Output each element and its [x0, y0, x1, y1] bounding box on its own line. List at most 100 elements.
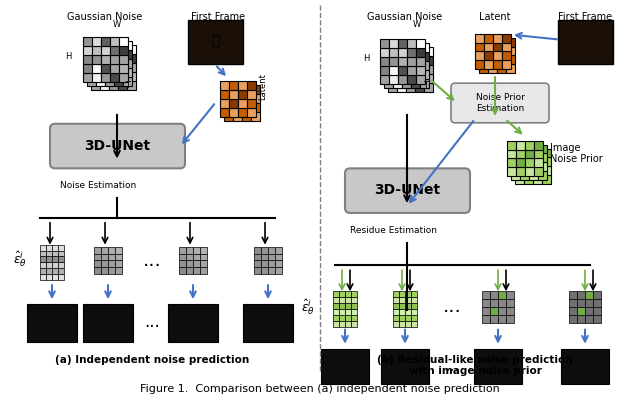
Bar [506, 291, 514, 299]
Bar [498, 291, 506, 299]
Bar [95, 50, 104, 59]
FancyBboxPatch shape [561, 348, 609, 384]
Bar [392, 52, 401, 61]
Bar [399, 297, 405, 303]
Bar [46, 263, 52, 268]
Bar [94, 261, 101, 267]
Bar [220, 108, 229, 117]
Text: T: T [423, 81, 428, 90]
Bar [383, 61, 392, 70]
FancyBboxPatch shape [558, 20, 613, 65]
Bar [193, 253, 200, 261]
Bar [516, 150, 525, 158]
Bar [383, 79, 392, 88]
Bar [122, 77, 131, 86]
Bar [261, 261, 268, 267]
Bar [233, 85, 242, 94]
Bar [339, 291, 345, 297]
Bar [86, 50, 95, 59]
Bar [380, 48, 388, 57]
Bar [397, 48, 406, 57]
Bar [113, 77, 122, 86]
Bar [538, 154, 547, 162]
Bar [186, 253, 193, 261]
Bar [109, 63, 118, 72]
Bar [415, 74, 424, 83]
Bar [229, 108, 238, 117]
Bar [118, 37, 127, 46]
Bar [479, 38, 488, 47]
Bar [406, 48, 415, 57]
Bar [122, 59, 131, 68]
Bar [224, 85, 233, 94]
Bar [397, 74, 406, 83]
Bar [247, 81, 256, 90]
Bar [95, 77, 104, 86]
Bar [193, 247, 200, 253]
Bar [415, 48, 424, 57]
Bar [104, 68, 113, 77]
Bar [345, 309, 351, 315]
Bar [388, 39, 397, 48]
Bar [419, 79, 429, 88]
FancyBboxPatch shape [243, 304, 293, 342]
Bar [533, 166, 542, 175]
Bar [506, 47, 515, 55]
Bar [392, 43, 401, 52]
Bar [585, 291, 593, 299]
Bar [40, 274, 46, 280]
Text: ...: ... [444, 358, 460, 375]
Bar [339, 309, 345, 315]
Bar [577, 307, 585, 315]
Bar [333, 291, 339, 297]
Bar [506, 307, 514, 315]
FancyBboxPatch shape [188, 20, 243, 65]
Bar [261, 253, 268, 261]
Bar [94, 247, 101, 253]
Bar [118, 73, 127, 82]
Bar [482, 307, 490, 315]
Bar [100, 37, 109, 46]
Bar [109, 73, 118, 82]
Bar [419, 43, 429, 52]
Bar [405, 303, 411, 309]
Bar [95, 68, 104, 77]
Bar [411, 291, 417, 297]
Bar [419, 70, 429, 79]
Bar [115, 247, 122, 253]
Bar [118, 55, 127, 64]
Bar [101, 261, 108, 267]
Bar [397, 47, 406, 56]
Bar [238, 99, 247, 108]
Bar [118, 46, 127, 55]
Bar [339, 303, 345, 309]
Bar [484, 34, 493, 43]
Bar [95, 41, 104, 50]
Bar [411, 309, 417, 315]
Bar [94, 253, 101, 261]
Bar [108, 261, 115, 267]
Bar [46, 274, 52, 280]
Bar [475, 43, 484, 51]
Bar [529, 145, 538, 154]
Bar [380, 66, 388, 75]
Bar [488, 55, 497, 65]
Bar [488, 65, 497, 73]
Bar [351, 321, 357, 327]
Bar [275, 267, 282, 274]
Bar [387, 74, 397, 83]
FancyBboxPatch shape [381, 348, 429, 384]
Bar [109, 37, 118, 46]
Bar [100, 64, 109, 73]
Bar [186, 261, 193, 267]
Bar [593, 299, 601, 307]
Bar [424, 56, 433, 65]
Bar [268, 261, 275, 267]
Bar [569, 315, 577, 323]
Bar [127, 54, 136, 63]
Bar [475, 34, 484, 43]
Bar [40, 245, 46, 251]
Bar [99, 63, 109, 72]
Bar [193, 261, 200, 267]
Bar [406, 74, 415, 83]
